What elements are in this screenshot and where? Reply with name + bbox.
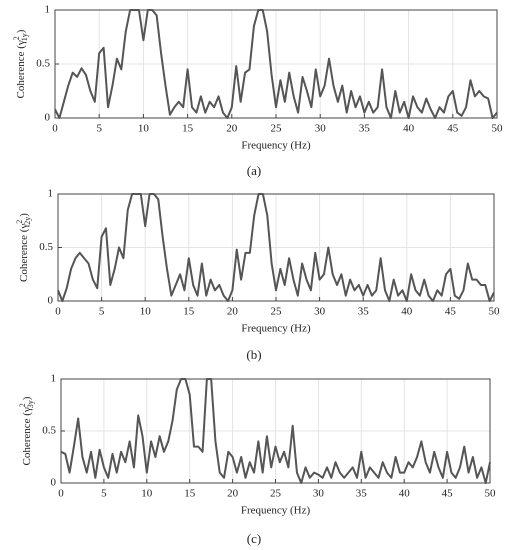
x-tick-label: 35 — [359, 123, 371, 135]
y-tick-label: 1 — [48, 188, 54, 200]
x-tick-label: 50 — [492, 123, 504, 135]
x-tick-label: 50 — [489, 306, 501, 318]
x-tick-label: 50 — [485, 488, 497, 500]
x-tick-label: 15 — [182, 123, 194, 135]
x-tick-label: 45 — [447, 123, 459, 135]
x-tick-label: 30 — [314, 306, 326, 318]
y-tick-label: 1 — [51, 373, 57, 385]
y-tick-label: 0.5 — [36, 58, 50, 70]
y-axis-label-sup: 2 — [18, 403, 27, 407]
caption: (b) — [246, 347, 261, 362]
y-tick-label: 0.5 — [39, 241, 53, 253]
panel: 0 5 10 15 20 25 30 35 40 45 50 0 0.5 1 Frequency (Hz) C… — [18, 373, 496, 546]
x-tick-label: 5 — [99, 306, 105, 318]
y-axis-label: Coherence (γ21y) — [12, 29, 29, 98]
x-tick-label: 25 — [270, 488, 282, 500]
x-axis-label: Frequency (Hz) — [241, 323, 311, 335]
line — [60, 378, 491, 484]
y-axis-label-end: ) — [21, 396, 33, 400]
caption: (c) — [247, 531, 261, 546]
x-tick-label: 15 — [183, 306, 195, 318]
y-axis-label-main: Coherence (γ — [21, 407, 33, 465]
x-tick-label: 25 — [271, 306, 283, 318]
x-tick-label: 0 — [58, 488, 64, 500]
line — [57, 193, 495, 302]
x-axis-label: Frequency (Hz) — [241, 140, 311, 152]
y-tick-label: 0 — [51, 477, 57, 489]
x-tick-label: 45 — [442, 488, 454, 500]
x-tick-label: 40 — [399, 488, 411, 500]
x-tick-label: 5 — [96, 123, 102, 135]
y-axis-label-sup: 2 — [12, 36, 21, 40]
y-axis-label-end: ) — [18, 213, 30, 217]
y-tick-label: 0 — [45, 112, 51, 124]
x-tick-label: 0 — [52, 123, 58, 135]
panel: 0 5 10 15 20 25 30 35 40 45 50 0 0.5 1 Frequency (Hz) C… — [12, 4, 503, 178]
y-tick-label: 1 — [45, 4, 51, 16]
y-axis-label-main: Coherence (γ — [18, 224, 30, 282]
x-tick-label: 30 — [313, 488, 325, 500]
x-tick-label: 40 — [401, 306, 413, 318]
y-axis-label-sub: 2y — [23, 217, 32, 225]
y-axis-label-sup: 2 — [15, 220, 24, 224]
x-tick-label: 30 — [315, 123, 327, 135]
y-tick-label: 0.5 — [42, 425, 56, 437]
y-axis-label-end: ) — [15, 29, 27, 33]
x-tick-label: 20 — [226, 123, 238, 135]
x-tick-label: 35 — [358, 306, 370, 318]
y-axis-label-sub: 3y — [26, 400, 35, 408]
x-tick-label: 10 — [140, 306, 152, 318]
x-tick-label: 10 — [138, 123, 150, 135]
x-tick-label: 40 — [403, 123, 415, 135]
line — [54, 9, 498, 119]
axes-frame — [60, 378, 491, 484]
y-tick-label: 0 — [48, 295, 54, 307]
y-axis-label: Coherence (γ23y) — [18, 396, 35, 465]
axes-frame — [54, 9, 498, 119]
x-tick-label: 15 — [184, 488, 196, 500]
x-tick-label: 10 — [141, 488, 153, 500]
x-tick-label: 45 — [445, 306, 457, 318]
x-tick-label: 5 — [101, 488, 107, 500]
x-tick-label: 0 — [55, 306, 61, 318]
x-axis-label: Frequency (Hz) — [241, 505, 311, 517]
caption: (a) — [247, 163, 261, 178]
axes-frame — [57, 193, 495, 302]
x-tick-label: 20 — [227, 488, 239, 500]
x-tick-label: 35 — [356, 488, 368, 500]
y-axis-label-main: Coherence (γ — [15, 40, 27, 98]
x-tick-label: 20 — [227, 306, 239, 318]
y-axis-label-sub: 1y — [20, 33, 29, 41]
y-axis-label: Coherence (γ22y) — [15, 213, 32, 282]
panel: 0 5 10 15 20 25 30 35 40 45 50 0 0.5 1 Frequency (Hz) C… — [15, 188, 500, 362]
x-tick-label: 25 — [271, 123, 283, 135]
